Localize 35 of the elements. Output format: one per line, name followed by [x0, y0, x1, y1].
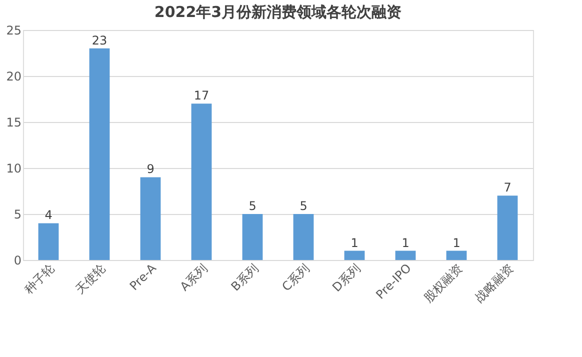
bar [89, 48, 110, 260]
data-label: 7 [504, 180, 512, 195]
y-tick-label: 0 [14, 254, 22, 268]
x-tick-label: 种子轮 [22, 261, 57, 296]
bar [242, 214, 263, 260]
bar [344, 250, 365, 260]
data-label: 9 [146, 162, 154, 176]
x-tick-label: 股权融资 [421, 261, 465, 305]
y-tick-label: 15 [6, 116, 22, 130]
x-tick-label: C系列 [279, 261, 312, 294]
bar [191, 104, 212, 260]
data-label: 17 [194, 88, 210, 103]
y-tick-label: 20 [6, 70, 22, 84]
y-tick-label: 10 [6, 162, 22, 176]
x-tick-label: D系列 [330, 261, 363, 294]
data-label: 5 [300, 199, 308, 213]
x-tick-label: A系列 [177, 261, 210, 294]
data-label: 1 [350, 236, 358, 250]
y-tick-label: 25 [6, 24, 22, 38]
bar [293, 214, 314, 260]
data-label: 5 [248, 199, 256, 213]
x-tick-label: 战略融资 [472, 261, 516, 305]
data-label: 1 [402, 236, 410, 250]
data-label: 4 [44, 208, 52, 222]
x-tick-label: B系列 [228, 261, 261, 294]
data-label: 23 [92, 33, 108, 48]
bar [140, 177, 161, 260]
chart-title: 2022年3月份新消费领域各轮次融资 [154, 3, 402, 21]
data-label: 1 [452, 236, 460, 250]
bar [38, 223, 59, 260]
bar [395, 250, 416, 260]
x-tick-label: 天使轮 [72, 261, 108, 296]
bar [446, 250, 467, 260]
y-tick-label: 5 [14, 208, 22, 222]
bar [497, 196, 518, 260]
